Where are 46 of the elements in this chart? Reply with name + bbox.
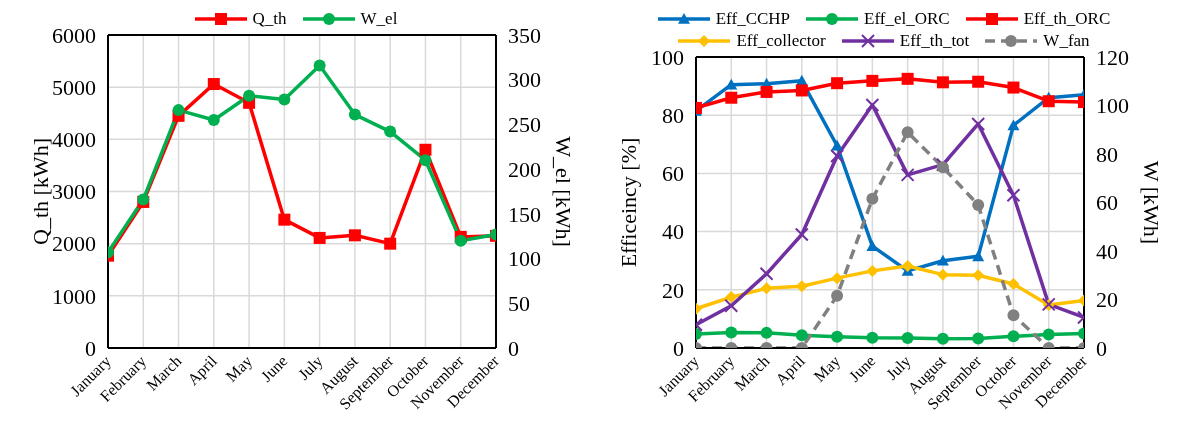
y2-tick-label: 50 xyxy=(508,290,530,316)
y-tick-label: 40 xyxy=(662,219,684,245)
y-tick-label: 5000 xyxy=(52,74,96,100)
y2-tick-label: 200 xyxy=(508,156,541,182)
y2-tick-label: 100 xyxy=(508,246,541,272)
y2-tick-label: 150 xyxy=(508,201,541,227)
y-tick-label: 2000 xyxy=(52,231,96,257)
legend-label: Eff_CCHP xyxy=(715,8,791,30)
legend-label: W_fan xyxy=(1043,30,1090,52)
x-tick-label: July xyxy=(882,352,915,384)
x-tick-label: June xyxy=(257,352,291,385)
x-tick-label: May xyxy=(810,352,844,386)
y2-tick-label: 300 xyxy=(508,67,541,93)
y2-tick-label: 120 xyxy=(1096,44,1129,70)
y-tick-label: 0 xyxy=(673,335,684,361)
y2-axis-title: W [kWh] xyxy=(1139,160,1165,245)
x-tick-label: June xyxy=(845,352,879,385)
x-tick-label: July xyxy=(294,352,327,384)
y2-tick-label: 0 xyxy=(508,335,519,361)
y-tick-label: 20 xyxy=(662,277,684,303)
y2-tick-label: 40 xyxy=(1096,238,1118,264)
y2-tick-label: 80 xyxy=(1096,141,1118,167)
y-tick-label: 80 xyxy=(662,102,684,128)
y-tick-label: 6000 xyxy=(52,22,96,48)
y-tick-label: 4000 xyxy=(52,127,96,153)
y2-tick-label: 350 xyxy=(508,22,541,48)
y2-tick-label: 60 xyxy=(1096,190,1118,216)
legend-label: Eff_th_ORC xyxy=(1023,8,1111,30)
legend-label: Eff_th_tot xyxy=(899,30,970,52)
legend-label: Eff_collector xyxy=(736,30,826,52)
y-tick-label: 1000 xyxy=(52,283,96,309)
legend-label: Eff_el_ORC xyxy=(864,8,950,30)
legend-label: W_el xyxy=(360,8,398,30)
y2-axis-title: W_el [kWh] xyxy=(551,136,577,247)
y-tick-label: 3000 xyxy=(52,179,96,205)
legend-label: Q_th xyxy=(252,8,287,30)
y2-tick-label: 20 xyxy=(1096,287,1118,313)
y-axis-title: Efficeincy [%] xyxy=(615,137,641,268)
x-tick-label: May xyxy=(222,352,256,386)
y-tick-label: 60 xyxy=(662,161,684,187)
y-tick-label: 0 xyxy=(85,335,96,361)
y-axis-title: Q_th [kWh] xyxy=(27,138,53,245)
y2-tick-label: 0 xyxy=(1096,335,1107,361)
y-tick-label: 100 xyxy=(651,44,684,70)
y2-tick-label: 250 xyxy=(508,112,541,138)
y2-tick-label: 100 xyxy=(1096,93,1129,119)
